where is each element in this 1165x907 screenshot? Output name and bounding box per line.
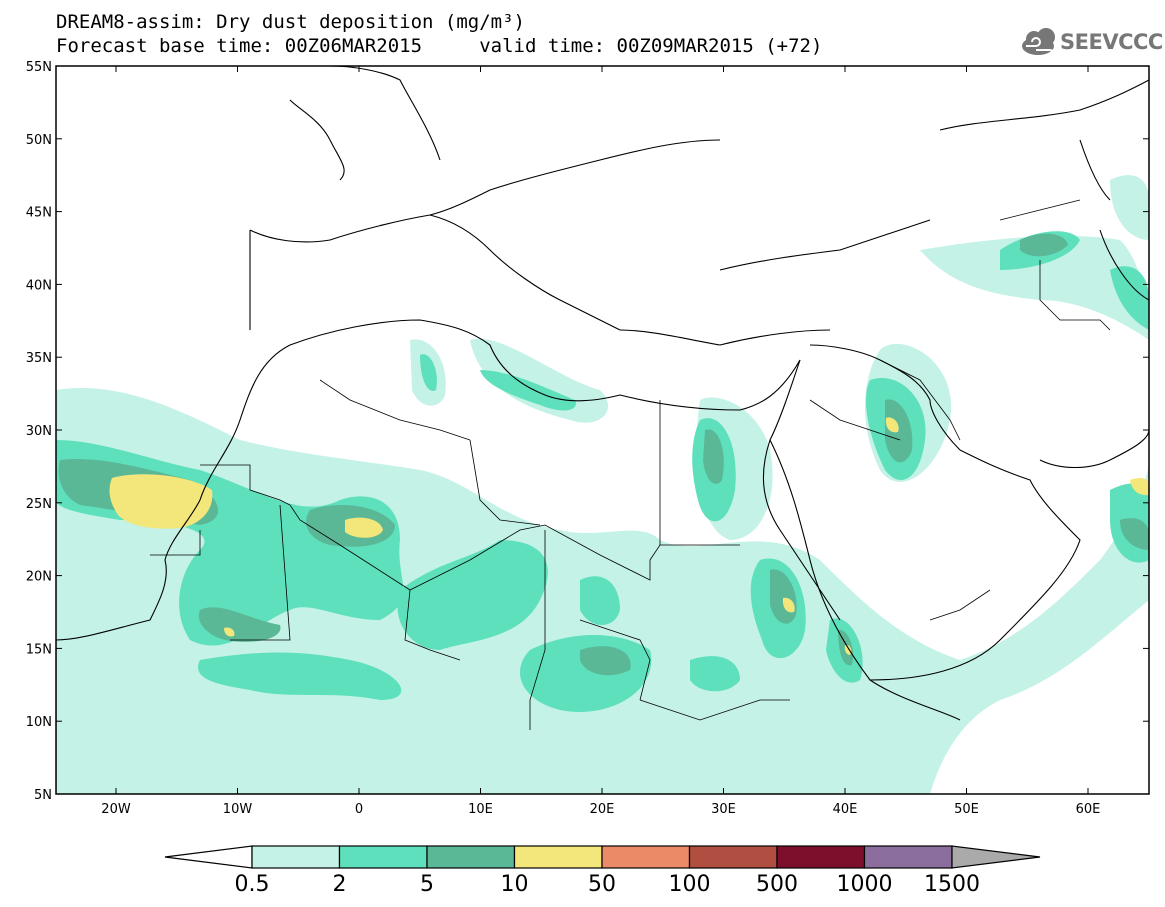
map-subtitle: Forecast base time: 00Z06MAR2015 valid t… bbox=[56, 35, 823, 57]
latitude-axis: 55N 50N 45N 40N 35N 30N 25N 20N 15N 10N 5N bbox=[26, 60, 1149, 803]
colorbar-label: 50 bbox=[588, 872, 616, 897]
cloud-logo-icon bbox=[1022, 28, 1055, 59]
lat-tick-label: 20N bbox=[26, 570, 52, 585]
lon-tick-label: 30E bbox=[711, 802, 736, 817]
lon-tick-label: 60E bbox=[1076, 802, 1101, 817]
colorbar-segment bbox=[776, 845, 866, 869]
lat-tick-label: 15N bbox=[26, 642, 52, 657]
colorbar-label: 0.5 bbox=[235, 872, 270, 897]
colorbar: 0.5 2 5 10 50 100 500 1000 1500 bbox=[164, 845, 1041, 897]
colorbar-label: 1500 bbox=[924, 872, 980, 897]
colorbar-label: 1000 bbox=[837, 872, 893, 897]
map-title: DREAM8-assim: Dry dust deposition (mg/m³… bbox=[56, 11, 525, 33]
longitude-axis: 20W 10W 0 10E 20E 30E 40E 50E 60E bbox=[101, 66, 1100, 817]
lon-tick-label: 20W bbox=[101, 802, 131, 817]
colorbar-lower-arrow bbox=[164, 845, 253, 869]
colorbar-segment bbox=[426, 845, 516, 869]
lon-tick-label: 10E bbox=[468, 802, 493, 817]
lon-tick-label: 20E bbox=[590, 802, 615, 817]
logo-text: SEEVCCC bbox=[1060, 30, 1163, 54]
lat-tick-label: 25N bbox=[26, 497, 52, 512]
lat-tick-label: 45N bbox=[26, 206, 52, 221]
colorbar-label: 500 bbox=[756, 872, 798, 897]
lon-tick-label: 10W bbox=[223, 802, 253, 817]
lat-tick-label: 50N bbox=[26, 133, 52, 148]
colorbar-segment bbox=[688, 845, 778, 869]
lon-tick-label: 0 bbox=[355, 802, 363, 817]
colorbar-segment bbox=[513, 845, 603, 869]
lat-tick-label: 30N bbox=[26, 424, 52, 439]
lat-tick-label: 40N bbox=[26, 278, 52, 293]
colorbar-segment bbox=[601, 845, 691, 869]
lon-tick-label: 40E bbox=[833, 802, 858, 817]
lat-tick-label: 35N bbox=[26, 351, 52, 366]
lat-tick-label: 5N bbox=[34, 788, 52, 803]
coastlines bbox=[56, 66, 1149, 794]
colorbar-label: 5 bbox=[420, 872, 434, 897]
country-borders bbox=[150, 199, 1111, 730]
colorbar-label: 10 bbox=[501, 872, 529, 897]
colorbar-upper-arrow bbox=[951, 845, 1041, 869]
colorbar-label: 2 bbox=[333, 872, 347, 897]
lon-tick-label: 50E bbox=[954, 802, 979, 817]
colorbar-label: 100 bbox=[669, 872, 711, 897]
colorbar-segment bbox=[863, 845, 953, 869]
colorbar-segment bbox=[338, 845, 428, 869]
lat-tick-label: 55N bbox=[26, 60, 52, 75]
deposition-field bbox=[56, 66, 1149, 794]
colorbar-segment bbox=[251, 845, 341, 869]
lat-tick-label: 10N bbox=[26, 715, 52, 730]
